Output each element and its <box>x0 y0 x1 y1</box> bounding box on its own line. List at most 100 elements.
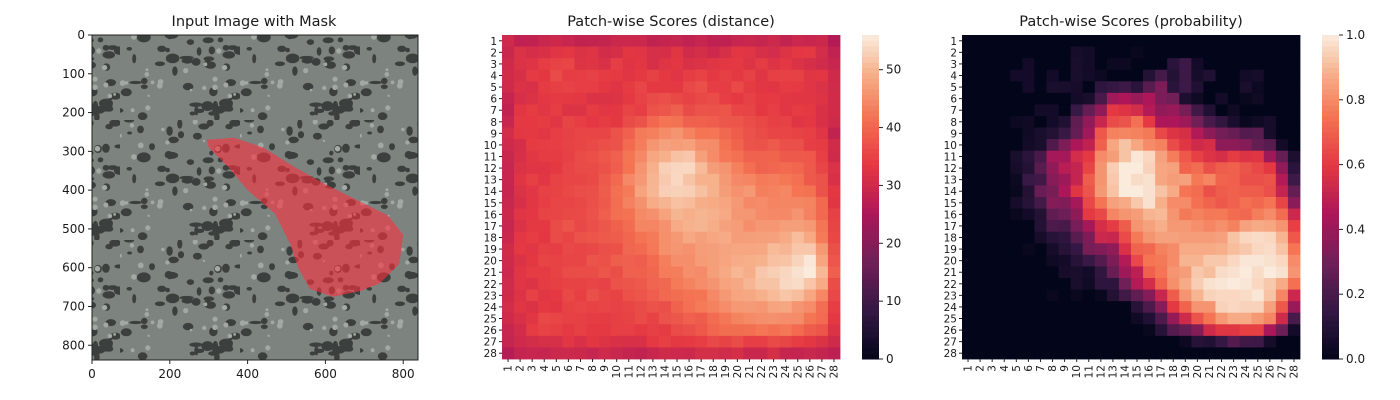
heatmap-cell <box>610 81 624 94</box>
heatmap-cell <box>827 116 841 128</box>
heatmap-cell <box>998 231 1011 244</box>
heatmap-cell <box>962 58 975 71</box>
heatmap-cell <box>1070 254 1084 267</box>
heatmap-cell <box>1227 104 1241 117</box>
heatmap-cell <box>646 243 660 256</box>
heatmap-cell <box>1227 312 1241 325</box>
heatmap-cell <box>1106 289 1120 302</box>
heatmap-cell <box>502 127 515 140</box>
heatmap-cell <box>634 92 648 105</box>
colorbar-segment <box>1322 326 1339 333</box>
y-tick-label: 26 <box>484 325 498 337</box>
y-tick-label: 20 <box>484 256 497 268</box>
heatmap-cell <box>598 162 612 175</box>
heatmap-cell <box>502 208 515 221</box>
heatmap-cell <box>634 104 648 117</box>
heatmap-cell <box>962 104 975 117</box>
heatmap-cell <box>671 231 684 244</box>
heatmap-cell <box>514 266 527 279</box>
heatmap-cell <box>1179 139 1192 152</box>
heatmap-cell <box>974 324 987 337</box>
heatmap-cell <box>671 220 684 233</box>
y-tick-label: 26 <box>944 325 958 337</box>
heatmap-cell <box>1034 312 1047 325</box>
y-tick-label: 100 <box>62 67 85 81</box>
heatmap-cell <box>634 127 648 140</box>
heatmap-cell <box>514 35 527 47</box>
heatmap-cell <box>1215 301 1228 314</box>
heatmap-cell <box>815 150 829 163</box>
heatmap-cell <box>767 347 781 360</box>
heatmap-cell <box>671 254 684 267</box>
heatmap-cell <box>1022 231 1035 244</box>
heatmap-cell <box>1275 162 1289 175</box>
heatmap-cell <box>791 301 805 314</box>
y-tick-label: 10 <box>484 140 497 152</box>
heatmap-cell <box>598 243 612 256</box>
heatmap-cell <box>514 289 527 302</box>
heatmap-cell <box>658 116 672 128</box>
heatmap-cell <box>803 197 817 209</box>
heatmap-cell <box>827 289 841 302</box>
x-tick-label: 10 <box>1071 365 1083 378</box>
heatmap-cell <box>610 173 624 186</box>
heatmap-cell <box>562 127 575 140</box>
heatmap-cell <box>610 335 624 348</box>
heatmap-cell <box>574 278 587 290</box>
heatmap-cell <box>1203 243 1216 256</box>
heatmap-cell <box>998 335 1011 348</box>
heatmap-cell <box>1118 254 1132 267</box>
heatmap-cell <box>610 254 624 267</box>
heatmap-cell <box>962 197 975 209</box>
heatmap-cell <box>962 150 975 163</box>
heatmap-cell <box>1070 69 1084 82</box>
heatmap-cell <box>671 58 684 71</box>
heatmap-cell <box>1022 301 1035 314</box>
heatmap-cell <box>1143 220 1156 233</box>
heatmap-cell <box>1058 208 1072 221</box>
heatmap-cell <box>1251 81 1265 94</box>
heatmap-cell <box>502 92 515 105</box>
heatmap-cell <box>1118 139 1132 152</box>
heatmap-cell <box>1022 81 1035 94</box>
colorbar-tick-label: 50 <box>886 63 901 77</box>
heatmap-cell <box>1155 173 1168 186</box>
heatmap-cell <box>586 127 599 140</box>
x-tick-label: 26 <box>804 365 816 379</box>
heatmap-cell <box>646 139 660 152</box>
heatmap-cell <box>562 266 575 279</box>
heatmap-cell <box>791 243 805 256</box>
heatmap-cell <box>622 312 636 325</box>
heatmap-cell <box>671 127 684 140</box>
colorbar-segment <box>862 348 879 355</box>
heatmap-cell <box>767 150 781 163</box>
heatmap-cell <box>791 150 805 163</box>
heatmap-cell <box>671 266 684 279</box>
heatmap-cell <box>683 92 696 105</box>
heatmap-cell <box>574 335 587 348</box>
heatmap-cell <box>1143 127 1156 140</box>
heatmap-cell <box>1155 335 1168 348</box>
heatmap-cell <box>634 162 648 175</box>
heatmap-cell <box>827 150 841 163</box>
heatmap-cell <box>514 46 527 59</box>
heatmap-cell <box>526 197 539 209</box>
heatmap-cell <box>610 220 624 233</box>
colorbar-segment <box>862 267 879 274</box>
colorbar-segment <box>1322 240 1339 247</box>
colorbar-segment <box>862 72 879 79</box>
heatmap-cell <box>1239 289 1253 302</box>
heatmap-cell <box>1046 46 1059 59</box>
heatmap-cell <box>1058 81 1072 94</box>
heatmap-cell <box>998 289 1011 302</box>
colorbar-segment <box>1322 159 1339 166</box>
heatmap-cell <box>683 335 696 348</box>
heatmap-cell <box>1203 58 1216 71</box>
heatmap-cell <box>1143 58 1156 71</box>
heatmap-cell <box>743 185 756 198</box>
colorbar-segment <box>1322 72 1339 79</box>
heatmap-cell <box>634 81 648 94</box>
heatmap-cell <box>1239 324 1253 337</box>
heatmap-cell <box>1034 150 1047 163</box>
heatmap-cell <box>1118 46 1132 59</box>
